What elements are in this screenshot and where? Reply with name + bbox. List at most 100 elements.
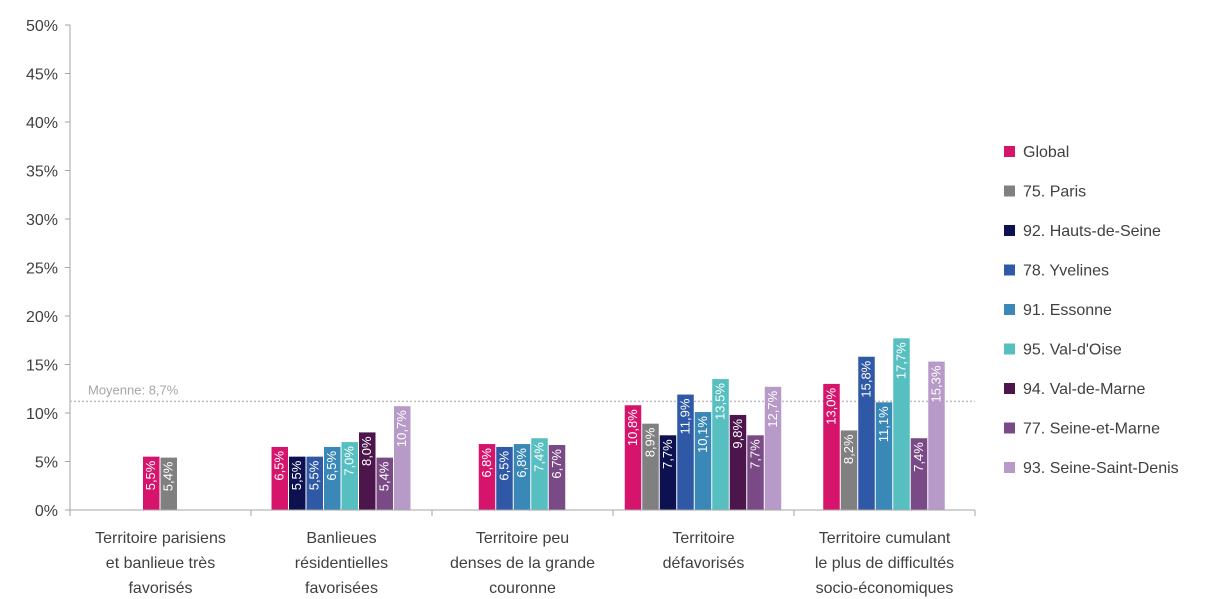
category-label: Banlieues xyxy=(306,530,376,547)
y-axis: 0% 5% 10% 15% 20% 25% 30% 35% 40% 45% 50% xyxy=(26,18,71,520)
bar xyxy=(677,394,694,510)
data-label: 13,0% xyxy=(824,387,839,424)
average-line-group: Moyenne: 8,7% xyxy=(70,382,975,403)
data-label: 7,7% xyxy=(748,439,763,469)
data-label: 6,7% xyxy=(549,449,564,479)
category-label: et banlieue très xyxy=(106,555,215,572)
bar xyxy=(928,361,945,510)
data-label: 6,5% xyxy=(324,451,339,481)
bar xyxy=(271,446,288,510)
legend-label: 93. Seine-Saint-Denis xyxy=(1023,460,1179,477)
category-label: Territoire xyxy=(672,530,734,547)
legend: Global 75. Paris 92. Hauts-de-Seine 78. Yve… xyxy=(1004,144,1179,477)
bar xyxy=(548,445,566,510)
category-label: denses de la grande xyxy=(450,555,595,572)
data-label: 10,8% xyxy=(625,409,640,446)
bars xyxy=(143,338,945,510)
data-label: 6,5% xyxy=(497,451,512,481)
data-label: 10,7% xyxy=(394,410,409,447)
bar xyxy=(478,444,496,510)
category-label: Territoire peu xyxy=(476,530,569,547)
legend-label: 75. Paris xyxy=(1023,184,1086,201)
bar xyxy=(659,435,677,510)
bar xyxy=(394,406,411,510)
data-label: 11,1% xyxy=(876,406,891,442)
data-label: 17,7% xyxy=(894,342,909,379)
category-label: Territoire cumulant xyxy=(819,530,951,547)
category-label: résidentielles xyxy=(295,555,388,572)
category-label: favorisés xyxy=(128,580,192,597)
legend-swatch xyxy=(1004,146,1015,157)
data-label: 7,4% xyxy=(911,442,926,472)
data-label: 7,0% xyxy=(342,446,357,476)
bar xyxy=(642,423,659,510)
category-label: défavorisés xyxy=(663,555,745,572)
data-label: 5,5% xyxy=(143,460,158,490)
data-label: 5,4% xyxy=(161,461,176,491)
y-tick-label: 10% xyxy=(26,406,58,423)
data-labels: 5,5% 5,4% 6,5% 5,5% 5,5% 6,5% 7,0% 8,0%5,4%10,7… xyxy=(143,342,943,491)
bar xyxy=(359,432,376,510)
data-label: 15,8% xyxy=(859,360,874,397)
bar xyxy=(160,457,177,510)
y-tick-label: 20% xyxy=(26,309,58,326)
y-tick-label: 15% xyxy=(26,358,58,375)
y-tick-label: 0% xyxy=(35,503,58,520)
legend-swatch xyxy=(1004,383,1015,394)
bar xyxy=(712,379,729,510)
data-label: 5,5% xyxy=(307,460,322,490)
category-label: favorisées xyxy=(305,580,378,597)
legend-label: Global xyxy=(1023,144,1069,161)
category-label: le plus de difficultés xyxy=(815,555,954,572)
y-tick-label: 5% xyxy=(35,455,58,472)
data-label: 9,8% xyxy=(730,419,745,449)
bar xyxy=(324,446,341,510)
bar xyxy=(875,402,893,510)
data-label: 5,5% xyxy=(289,460,304,490)
category-label: couronne xyxy=(489,580,556,597)
bar xyxy=(729,414,747,510)
average-label: Moyenne: 8,7% xyxy=(88,382,179,397)
bar xyxy=(910,438,928,510)
bar xyxy=(306,456,323,510)
data-label: 13,5% xyxy=(713,383,728,420)
bar xyxy=(747,435,764,510)
data-label: 10,1% xyxy=(695,416,710,453)
legend-swatch xyxy=(1004,422,1015,434)
bar xyxy=(823,383,840,510)
bar xyxy=(840,430,858,510)
bar xyxy=(289,456,306,510)
legend-label: 92. Hauts-de-Seine xyxy=(1023,223,1161,240)
legend-label: 91. Essonne xyxy=(1023,302,1112,319)
y-tick-label: 50% xyxy=(26,18,58,35)
y-tick-label: 30% xyxy=(26,212,58,229)
legend-label: 77. Seine-et-Marne xyxy=(1023,421,1160,438)
x-axis: Territoire parisiens et banlieue très favo… xyxy=(69,509,976,597)
data-label: 6,8% xyxy=(479,448,494,478)
bar xyxy=(341,442,358,510)
y-tick-label: 25% xyxy=(26,261,58,278)
bar xyxy=(376,457,393,510)
legend-swatch xyxy=(1004,264,1015,276)
data-label: 15,3% xyxy=(929,365,944,402)
bar xyxy=(531,438,548,510)
legend-swatch xyxy=(1004,343,1015,355)
data-label: 5,4% xyxy=(377,461,392,491)
y-tick-label: 35% xyxy=(26,164,58,181)
legend-swatch xyxy=(1004,225,1015,236)
data-label: 8,2% xyxy=(841,434,856,464)
bar xyxy=(143,456,160,510)
bar xyxy=(624,405,642,510)
bar xyxy=(858,356,875,510)
data-label: 6,5% xyxy=(272,451,287,481)
legend-swatch xyxy=(1004,304,1015,315)
category-label: Territoire parisiens xyxy=(95,530,226,547)
data-label: 12,7% xyxy=(765,390,780,427)
bar xyxy=(496,446,513,510)
data-label: 7,4% xyxy=(532,442,547,472)
bar xyxy=(893,338,910,510)
legend-swatch xyxy=(1004,185,1015,197)
legend-swatch xyxy=(1004,462,1015,473)
y-tick-label: 40% xyxy=(26,115,58,132)
